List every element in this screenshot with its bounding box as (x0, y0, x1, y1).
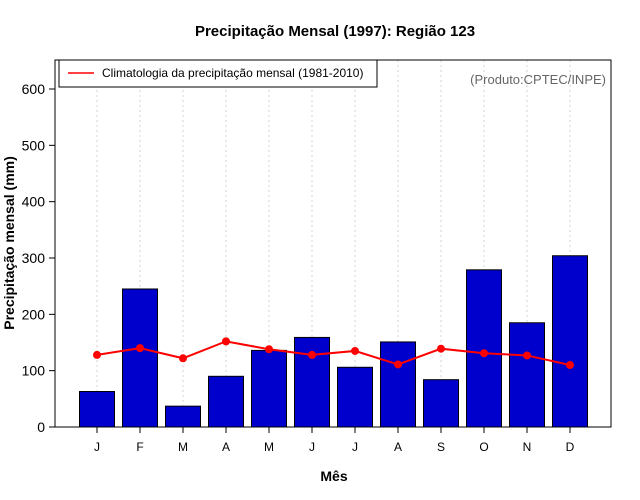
legend: Climatologia da precipitação mensal (198… (58, 59, 378, 88)
bar-month-5 (251, 349, 287, 428)
x-tick-label-4: A (222, 440, 230, 454)
climatology-point-4 (222, 337, 230, 346)
climatology-point-6 (308, 350, 316, 359)
legend-box (58, 59, 378, 88)
y-tick-label-0: 0 (37, 419, 45, 435)
x-axis-label: Mês (320, 468, 347, 484)
bars (79, 255, 588, 428)
y-axis: 0 100 200 300 400 500 600 (22, 81, 55, 435)
climatology-point-12 (566, 361, 574, 370)
climatology-point-1 (93, 350, 101, 359)
y-axis-label: Precipitação mensal (mm) (1, 156, 17, 330)
climatology-point-3 (179, 354, 187, 363)
bar-month-3 (165, 405, 201, 428)
x-tick-label-11: N (523, 440, 532, 454)
bar-month-8 (380, 341, 416, 428)
climatology-point-2 (136, 344, 144, 353)
legend-entry: Climatologia da precipitação mensal (198… (102, 66, 363, 80)
bar-month-12 (552, 255, 588, 428)
bar-month-10 (466, 269, 502, 428)
x-tick-label-3: M (178, 440, 188, 454)
climatology-point-7 (351, 346, 359, 355)
x-tick-label-8: A (394, 440, 402, 454)
x-tick-label-2: F (136, 440, 143, 454)
climatology-point-5 (265, 345, 273, 354)
climatology-point-9 (437, 344, 445, 353)
bar-month-7 (337, 366, 373, 428)
climatology-point-10 (480, 349, 488, 358)
y-tick-label-400: 400 (22, 194, 46, 210)
x-tick-label-12: D (566, 440, 575, 454)
y-tick-label-300: 300 (22, 250, 46, 266)
x-tick-label-10: O (479, 440, 488, 454)
bar-month-11 (509, 322, 545, 428)
climatology-line (93, 337, 574, 370)
x-tick-label-9: S (437, 440, 445, 454)
x-tick-label-1: J (94, 440, 100, 454)
climatology-point-11 (523, 351, 531, 360)
bar-month-2 (122, 288, 158, 428)
bar-month-4 (208, 375, 244, 428)
y-tick-label-500: 500 (22, 137, 46, 153)
x-tick-label-7: J (352, 440, 358, 454)
credit-annotation: (Produto:CPTEC/INPE) (470, 72, 606, 87)
y-tick-label-200: 200 (22, 306, 46, 322)
x-tick-label-6: J (309, 440, 315, 454)
y-tick-label-100: 100 (22, 363, 46, 379)
climatology-point-8 (394, 360, 402, 369)
climatology-polyline (96, 340, 571, 367)
x-tick-label-5: M (264, 440, 274, 454)
chart-title: Precipitação Mensal (1997): Região 123 (195, 23, 475, 40)
bar-month-9 (423, 379, 459, 428)
bar-month-1 (79, 391, 115, 428)
bar-month-6 (294, 336, 330, 428)
y-tick-label-600: 600 (22, 81, 46, 97)
